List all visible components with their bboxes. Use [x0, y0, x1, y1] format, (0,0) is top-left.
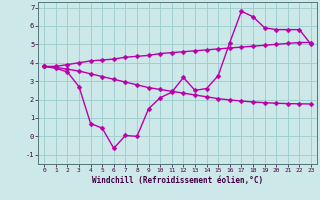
X-axis label: Windchill (Refroidissement éolien,°C): Windchill (Refroidissement éolien,°C) — [92, 176, 263, 185]
